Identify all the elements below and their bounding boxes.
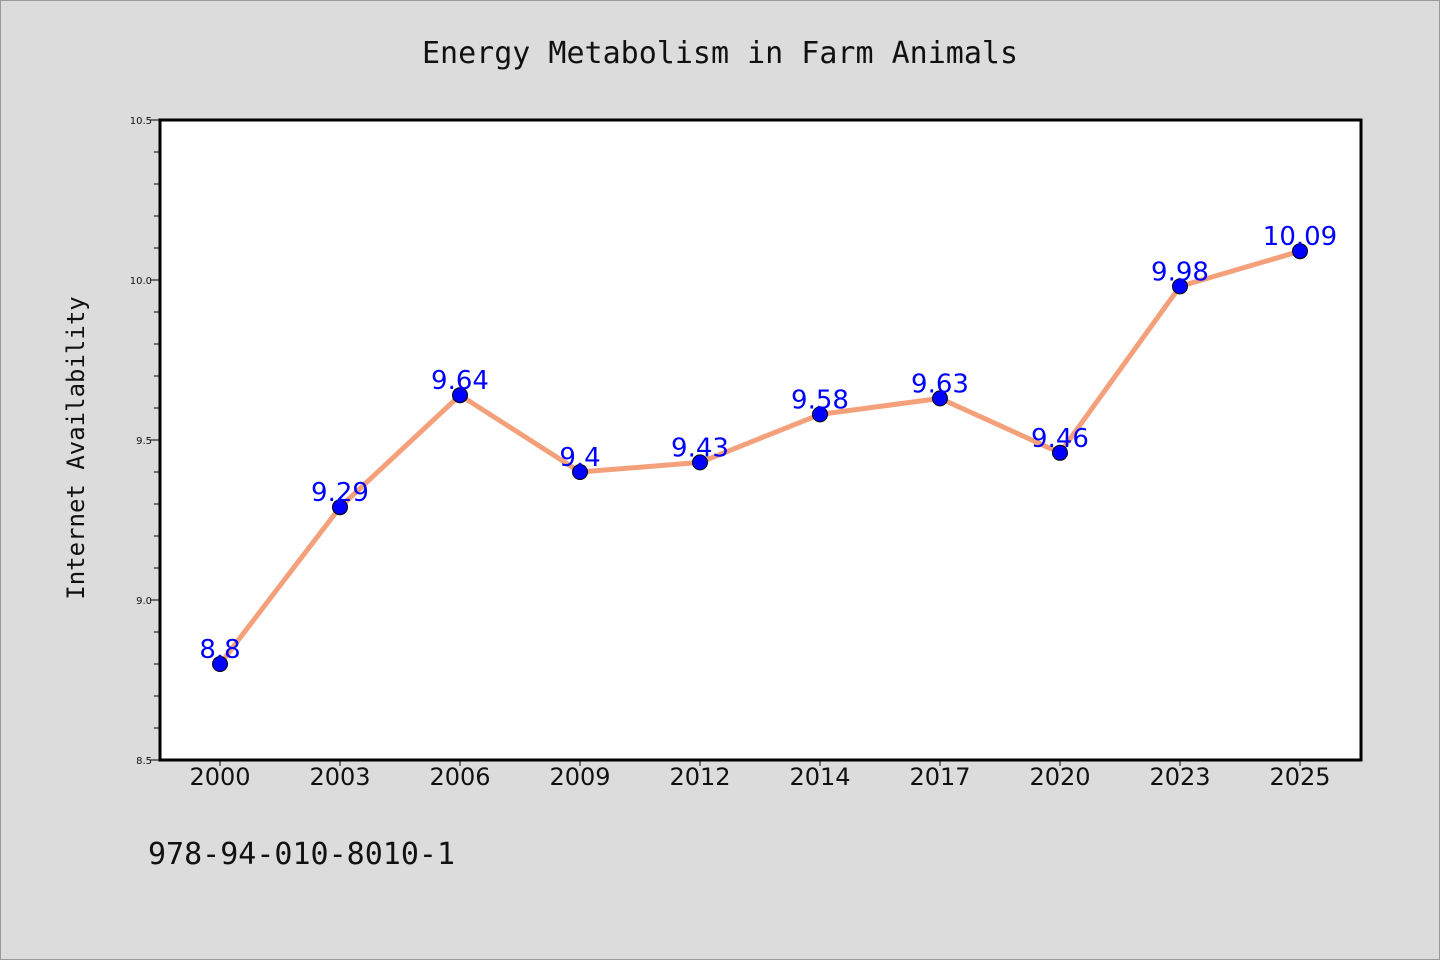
x-tick-label: 2017 bbox=[909, 763, 970, 791]
data-label: 9.98 bbox=[1151, 257, 1209, 287]
y-axis-ticks: 8.5 9.0 9.5 10.0 10.5 bbox=[130, 116, 160, 767]
data-point bbox=[1052, 444, 1068, 461]
y-tick-label: 9.5 bbox=[136, 436, 152, 447]
x-tick-label: 2000 bbox=[189, 763, 250, 791]
x-tick-label: 2020 bbox=[1029, 763, 1090, 791]
footer-code: 978-94-010-8010-1 bbox=[148, 837, 455, 872]
y-tick-label: 10.5 bbox=[130, 116, 152, 127]
data-point bbox=[692, 454, 708, 471]
x-tick-label: 2012 bbox=[669, 763, 730, 791]
series-line bbox=[218, 248, 1301, 666]
x-tick-label: 2003 bbox=[309, 763, 370, 791]
x-tick-label: 2006 bbox=[429, 763, 490, 791]
data-point bbox=[1292, 243, 1308, 260]
data-labels: 8.8 9.29 9.64 9.4 9.43 9.58 9.63 9.46 9.98 10.09 bbox=[199, 222, 1337, 665]
x-tick-label: 2025 bbox=[1269, 763, 1330, 791]
data-label: 8.8 bbox=[199, 635, 240, 665]
data-label: 9.63 bbox=[911, 369, 969, 399]
data-label: 9.43 bbox=[671, 433, 729, 463]
data-label: 9.4 bbox=[559, 443, 600, 473]
data-point bbox=[932, 390, 948, 407]
data-label: 9.58 bbox=[791, 385, 849, 415]
data-point bbox=[572, 464, 588, 480]
plot-area bbox=[158, 118, 1363, 762]
y-tick-label: 10.0 bbox=[130, 276, 152, 287]
data-point bbox=[812, 406, 828, 423]
x-axis-ticks: 2000 2003 2006 2009 2012 2014 2017 2020 2023 2025 bbox=[189, 760, 1331, 791]
data-point bbox=[1172, 278, 1188, 295]
x-tick-label: 2014 bbox=[789, 763, 850, 791]
data-label: 9.29 bbox=[311, 478, 369, 508]
chart-title: Energy Metabolism in Farm Animals bbox=[422, 36, 1018, 71]
y-axis-label: Internet Availability bbox=[62, 296, 90, 599]
y-tick-label: 9.0 bbox=[136, 596, 152, 607]
x-tick-label: 2023 bbox=[1149, 763, 1210, 791]
x-tick-label: 2009 bbox=[549, 763, 610, 791]
data-point bbox=[212, 656, 228, 672]
data-label: 9.64 bbox=[431, 366, 489, 396]
data-point bbox=[452, 387, 468, 404]
data-point bbox=[332, 499, 348, 516]
y-tick-label: 8.5 bbox=[136, 756, 152, 767]
data-label: 10.09 bbox=[1263, 222, 1337, 252]
series-markers bbox=[212, 243, 1308, 672]
data-label: 9.46 bbox=[1031, 424, 1089, 454]
